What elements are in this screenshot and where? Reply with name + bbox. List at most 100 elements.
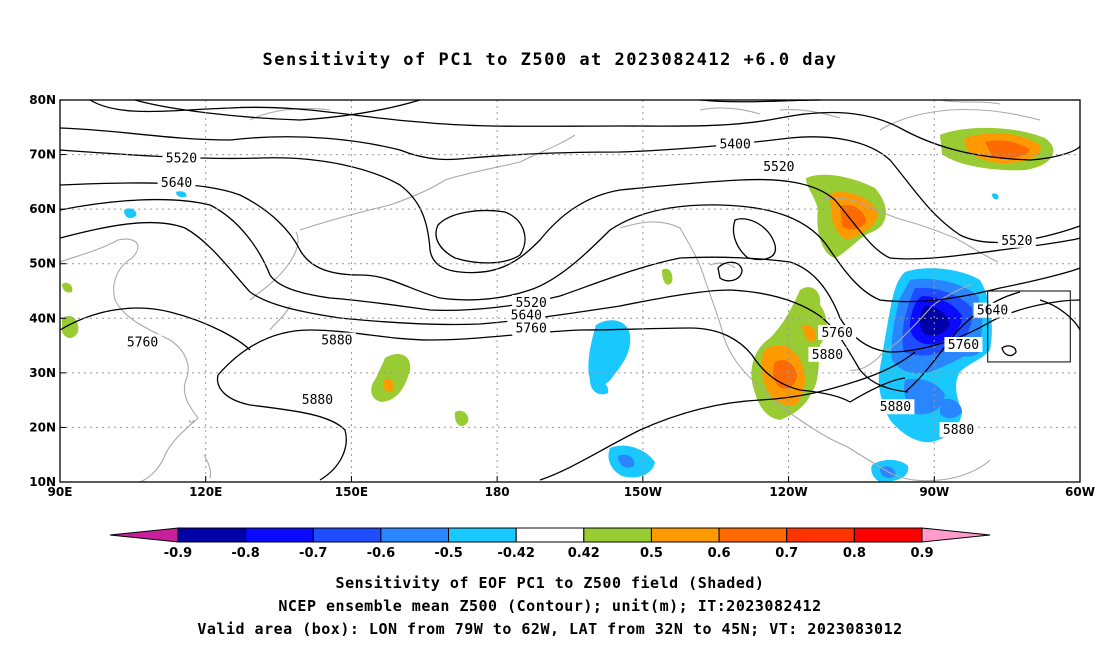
caption-line-1: Sensitivity of EOF PC1 to Z500 field (Sh… bbox=[335, 574, 765, 592]
colorbar-under-triangle bbox=[109, 527, 179, 543]
lon-tick-label: 150E bbox=[335, 485, 368, 499]
colorbar-label: 0.5 bbox=[640, 546, 663, 561]
contour-label-bg bbox=[759, 159, 798, 175]
lon-tick-label: 120W bbox=[769, 485, 807, 499]
contour-5400 bbox=[89, 99, 1081, 161]
colorbar-label: -0.9 bbox=[164, 546, 192, 561]
lon-tick-label: 90E bbox=[48, 485, 73, 499]
caption-line-3: Valid area (box): LON from 79W to 62W, L… bbox=[197, 620, 903, 638]
contour-label: 5520 bbox=[166, 151, 197, 166]
map-title: Sensitivity of PC1 to Z500 at 2023082412… bbox=[262, 50, 838, 70]
colorbar-label: 0.9 bbox=[910, 546, 933, 561]
contour-5400b bbox=[134, 99, 821, 121]
contour-label: 5880 bbox=[943, 423, 974, 438]
contour-label: 5760 bbox=[127, 335, 158, 350]
contour-5760-small bbox=[717, 261, 743, 282]
colorbar-segment bbox=[245, 527, 314, 543]
colorbar-label: -0.42 bbox=[497, 546, 534, 561]
contour-label: 5880 bbox=[302, 393, 333, 408]
contour-5640 bbox=[59, 182, 1081, 303]
lat-tick-label: 70N bbox=[29, 148, 56, 162]
lat-tick-label: 10N bbox=[29, 475, 56, 489]
colorbar-segment bbox=[448, 527, 517, 543]
sensitivity-shading bbox=[62, 127, 1054, 482]
contour-label-bg bbox=[818, 325, 857, 341]
contour-label: 5760 bbox=[821, 326, 852, 341]
contour-5880-far bbox=[539, 351, 916, 481]
axis-ticks: 90E 120E 150E 180 150W 120W 90W 60W 10N 20N 30N 40N… bbox=[29, 93, 1095, 499]
lat-tick-label: 20N bbox=[29, 420, 56, 434]
contour-label: 5640 bbox=[511, 309, 542, 324]
lat-lon-grid bbox=[60, 100, 1080, 482]
contour-5760-mid bbox=[732, 218, 777, 261]
colorbar-label: -0.7 bbox=[299, 546, 327, 561]
colorbar-segment bbox=[786, 527, 855, 543]
contour-label: 5880 bbox=[812, 348, 843, 363]
colorbar-label: -0.8 bbox=[231, 546, 259, 561]
contour-label-bg bbox=[973, 302, 1012, 318]
colorbar-segment bbox=[650, 527, 720, 543]
contour-label-bg bbox=[512, 295, 551, 311]
colorbar-segment bbox=[853, 527, 923, 543]
contour-label: 5520 bbox=[515, 296, 546, 311]
lat-tick-label: 60N bbox=[29, 202, 56, 216]
contour-5880 bbox=[59, 307, 906, 403]
contour-label-bg bbox=[939, 422, 978, 438]
contour-label: 5520 bbox=[1001, 234, 1032, 249]
lat-tick-label: 30N bbox=[29, 366, 56, 380]
colorbar-segment bbox=[515, 527, 585, 543]
contour-label: 5760 bbox=[948, 338, 979, 353]
colorbar-label: -0.6 bbox=[367, 546, 395, 561]
contour-label-bg bbox=[716, 136, 755, 152]
contour-label-bg bbox=[162, 150, 201, 166]
contour-label-bg bbox=[944, 337, 983, 353]
contour-label: 5880 bbox=[880, 400, 911, 415]
contour-label-bg bbox=[808, 346, 847, 362]
colorbar-segment bbox=[583, 527, 652, 543]
caption-line-2: NCEP ensemble mean Z500 (Contour); unit(… bbox=[278, 597, 822, 615]
lon-tick-label: 150W bbox=[624, 485, 662, 499]
colorbar-segment bbox=[718, 527, 788, 543]
colorbar-segment bbox=[312, 527, 382, 543]
contour-small-loop bbox=[1001, 345, 1017, 357]
contour-label: 5520 bbox=[763, 160, 794, 175]
valid-area-box bbox=[987, 290, 1071, 363]
contour-label: 5880 bbox=[321, 334, 352, 349]
lon-tick-label: 180 bbox=[485, 485, 510, 499]
contour-label: 5640 bbox=[977, 304, 1008, 319]
contour-label-bg bbox=[507, 307, 546, 323]
colorbar-label: -0.5 bbox=[434, 546, 462, 561]
lon-tick-label: 120E bbox=[189, 485, 222, 499]
contour-5580 bbox=[59, 149, 1081, 274]
contour-label-bg bbox=[317, 332, 356, 348]
colorbar-label: 0.7 bbox=[775, 546, 798, 561]
contour-5520 bbox=[59, 127, 1081, 244]
lat-tick-label: 40N bbox=[29, 311, 56, 325]
contour-closed-low bbox=[435, 209, 526, 264]
colorbar-segment bbox=[380, 527, 450, 543]
colorbar-over-triangle bbox=[921, 527, 991, 543]
colorbar-label: 0.8 bbox=[843, 546, 866, 561]
contour-label: 5760 bbox=[515, 322, 546, 337]
lon-tick-label: 90W bbox=[919, 485, 949, 499]
contour-label-bg bbox=[997, 232, 1036, 248]
colorbar-label: 0.6 bbox=[708, 546, 731, 561]
contour-label-bg bbox=[157, 174, 196, 190]
lat-tick-label: 80N bbox=[29, 93, 56, 107]
colorbar-segment bbox=[177, 527, 247, 543]
contour-label-bg bbox=[876, 399, 915, 415]
map-frame bbox=[59, 99, 1081, 483]
contour-label: 5400 bbox=[719, 138, 750, 153]
lat-tick-label: 50N bbox=[29, 257, 56, 271]
contour-5880-south bbox=[216, 374, 347, 481]
contour-5700 bbox=[59, 198, 1081, 353]
contour-label-bg bbox=[298, 392, 337, 408]
contour-label-bg bbox=[123, 334, 162, 350]
contour-label-bg bbox=[512, 320, 551, 336]
contour-label: 5640 bbox=[161, 176, 192, 191]
colorbar-label: 0.42 bbox=[568, 546, 600, 561]
coastlines bbox=[59, 99, 1041, 483]
colorbar: -0.9 -0.8 -0.7 -0.6 -0.5 -0.42 0.42 0.5 0.6 0.7 0.… bbox=[109, 527, 991, 561]
